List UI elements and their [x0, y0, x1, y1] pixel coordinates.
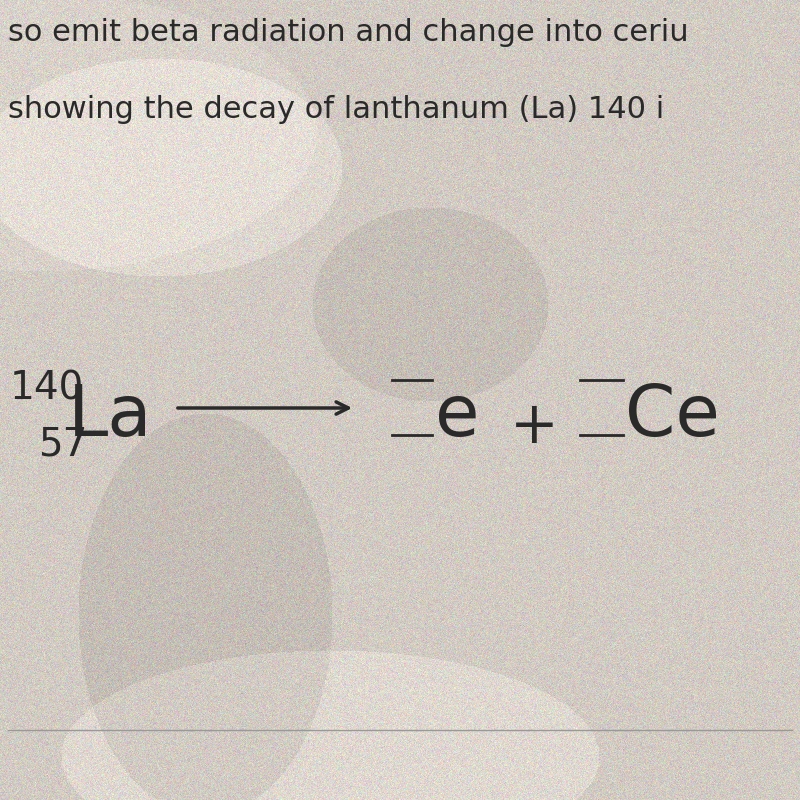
Text: Ce: Ce [625, 382, 720, 451]
Text: e: e [435, 382, 479, 451]
Text: so emit beta radiation and change into ceriu: so emit beta radiation and change into c… [8, 18, 689, 47]
Text: 57: 57 [38, 425, 87, 463]
Text: 140: 140 [10, 370, 84, 408]
Text: La: La [68, 382, 153, 451]
Text: showing the decay of lanthanum (La) 140 i: showing the decay of lanthanum (La) 140 … [8, 95, 664, 124]
Text: +: + [510, 398, 558, 455]
